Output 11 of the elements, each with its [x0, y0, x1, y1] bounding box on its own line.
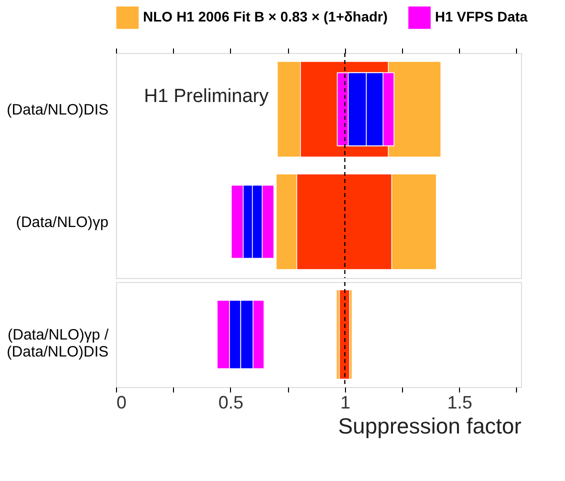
y-tick-label: (Data/NLO)γp: [16, 214, 108, 231]
y-tick-label: (Data/NLO)γp / (Data/NLO)DIS: [6, 326, 110, 360]
x-tick-label: 1: [340, 392, 350, 412]
x-tick-label: 1.5: [447, 392, 472, 412]
y-tick-label: (Data/NLO)DIS: [6, 101, 108, 118]
legend-label: NLO H1 2006 Fit B × 0.83 × (1+δhadr): [143, 8, 388, 25]
x-tick-label: 0.5: [218, 392, 244, 412]
x-tick-label: 0: [116, 392, 127, 412]
legend-label: H1 VFPS Data: [435, 8, 528, 25]
x-axis-title: Suppression factor: [338, 414, 522, 438]
annotation: H1 Preliminary: [144, 86, 270, 107]
